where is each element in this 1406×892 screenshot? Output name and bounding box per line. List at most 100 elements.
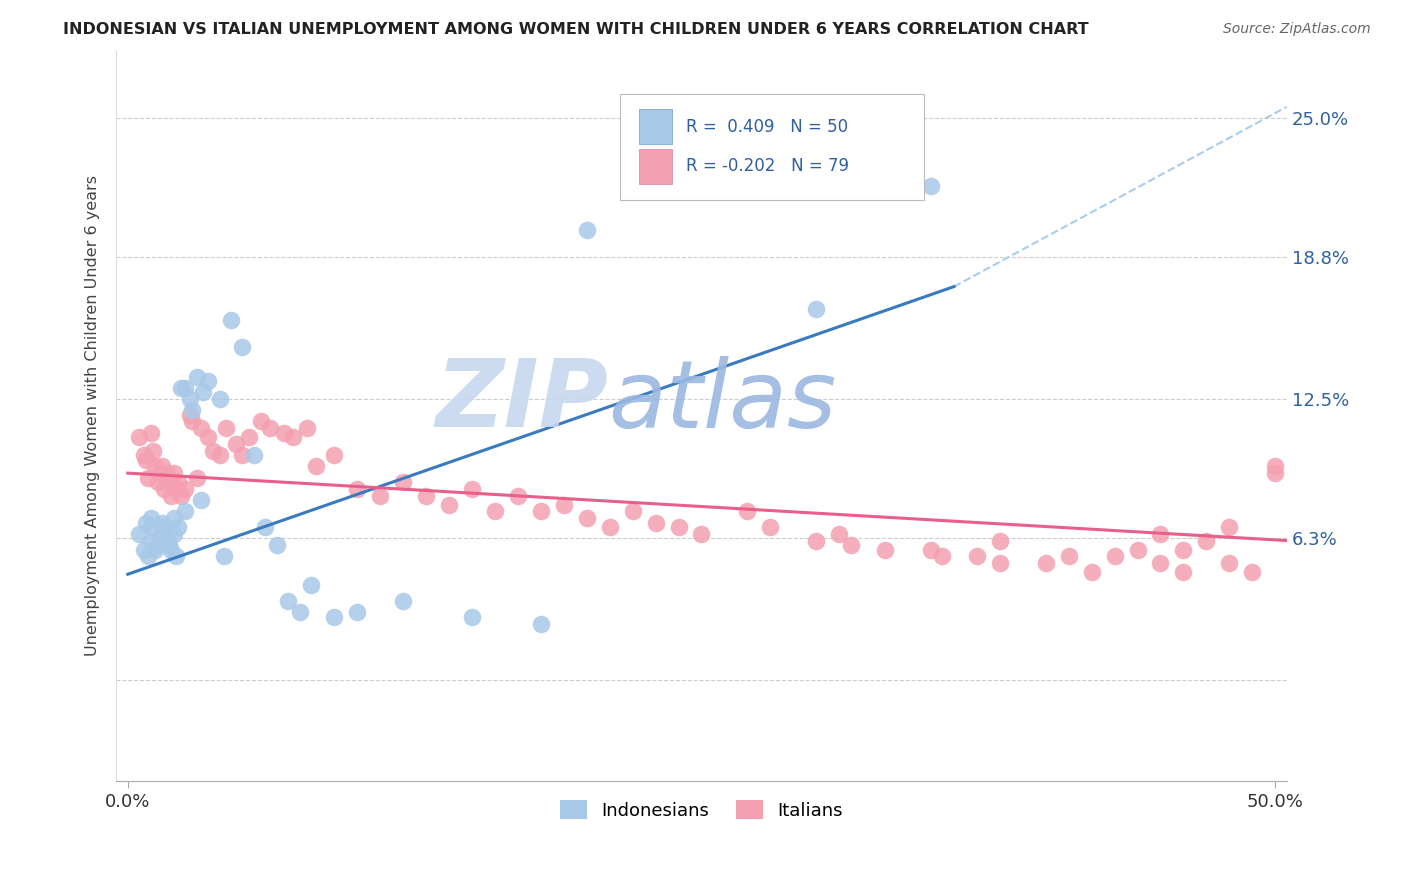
Point: [215, 421, 238, 435]
Point: [1080, 565, 1102, 579]
Point: [163, 466, 186, 480]
Point: [139, 533, 162, 548]
Point: [1218, 520, 1240, 534]
Point: [231, 340, 253, 354]
Point: [368, 489, 391, 503]
Point: [197, 374, 219, 388]
Point: [150, 516, 173, 530]
Point: [668, 520, 690, 534]
Point: [1149, 556, 1171, 570]
Point: [149, 531, 172, 545]
Point: [243, 448, 266, 462]
Point: [690, 178, 713, 193]
Point: [128, 526, 150, 541]
Point: [174, 482, 197, 496]
Point: [392, 594, 415, 608]
Point: [160, 542, 183, 557]
Point: [190, 493, 212, 508]
Point: [138, 549, 160, 564]
Point: [174, 381, 197, 395]
Point: [250, 414, 273, 428]
Point: [254, 520, 277, 534]
Point: [1104, 549, 1126, 564]
Point: [132, 448, 155, 462]
Point: [1264, 466, 1286, 480]
Point: [179, 408, 201, 422]
Point: [157, 538, 180, 552]
Text: R =  0.409   N = 50: R = 0.409 N = 50: [686, 118, 848, 136]
Point: [150, 526, 173, 541]
Point: [988, 533, 1011, 548]
Point: [156, 466, 179, 480]
Point: [920, 542, 942, 557]
Point: [690, 526, 713, 541]
Point: [208, 392, 231, 406]
Point: [599, 520, 621, 534]
Point: [506, 489, 529, 503]
Legend: Indonesians, Italians: Indonesians, Italians: [553, 793, 851, 827]
Point: [174, 504, 197, 518]
Point: [346, 482, 368, 496]
Point: [139, 425, 162, 440]
Point: [273, 425, 295, 440]
Point: [806, 533, 828, 548]
Point: [484, 504, 506, 518]
Point: [212, 549, 235, 564]
Point: [530, 504, 553, 518]
Point: [157, 475, 180, 490]
Point: [931, 549, 953, 564]
Point: [737, 504, 759, 518]
Point: [1173, 565, 1195, 579]
Point: [259, 421, 281, 435]
Point: [139, 511, 162, 525]
Point: [208, 448, 231, 462]
Point: [575, 511, 598, 525]
Point: [415, 489, 437, 503]
Point: [966, 549, 988, 564]
Point: [169, 489, 191, 503]
Point: [143, 542, 166, 557]
Point: [201, 443, 224, 458]
Point: [142, 443, 165, 458]
Point: [621, 504, 644, 518]
Point: [238, 430, 260, 444]
Point: [461, 610, 484, 624]
Point: [875, 542, 897, 557]
Point: [132, 542, 155, 557]
Point: [165, 549, 187, 564]
Point: [219, 313, 242, 327]
Point: [146, 538, 169, 552]
Point: [281, 430, 304, 444]
Point: [277, 594, 299, 608]
Point: [163, 526, 186, 541]
Point: [1035, 556, 1057, 570]
Point: [644, 516, 666, 530]
Point: [530, 616, 553, 631]
Point: [1149, 526, 1171, 541]
Point: [1195, 533, 1218, 548]
Point: [437, 498, 460, 512]
Point: [806, 302, 828, 317]
Point: [143, 459, 166, 474]
Text: INDONESIAN VS ITALIAN UNEMPLOYMENT AMONG WOMEN WITH CHILDREN UNDER 6 YEARS CORRE: INDONESIAN VS ITALIAN UNEMPLOYMENT AMONG…: [63, 22, 1088, 37]
Point: [621, 156, 644, 170]
Point: [1218, 556, 1240, 570]
Point: [149, 466, 172, 480]
Text: atlas: atlas: [607, 356, 837, 447]
Point: [153, 520, 176, 534]
Point: [553, 498, 575, 512]
Point: [163, 511, 186, 525]
Point: [167, 475, 190, 490]
Point: [225, 437, 247, 451]
Point: [1173, 542, 1195, 557]
Point: [1241, 565, 1264, 579]
Point: [186, 369, 208, 384]
Text: ZIP: ZIP: [434, 355, 607, 447]
Point: [323, 448, 346, 462]
Point: [169, 381, 191, 395]
Point: [461, 482, 484, 496]
Point: [575, 223, 598, 237]
Point: [150, 459, 173, 474]
Point: [839, 538, 862, 552]
Point: [181, 403, 204, 417]
